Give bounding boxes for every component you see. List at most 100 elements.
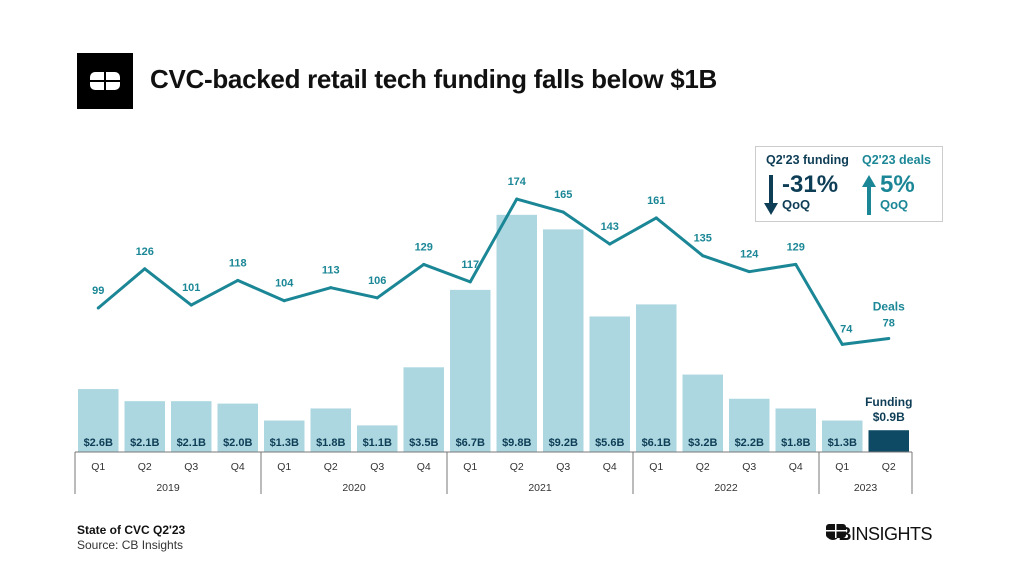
- deals-value-label: 161: [647, 195, 665, 207]
- deals-point: [747, 270, 751, 274]
- deals-point: [561, 210, 565, 214]
- funding-bar: [264, 420, 305, 452]
- deals-point: [887, 337, 891, 341]
- bar-value-label: $9.8B: [502, 437, 531, 449]
- quarter-tick-label: Q1: [835, 461, 849, 473]
- funding-bar: [217, 403, 258, 452]
- deals-point: [840, 342, 844, 346]
- quarter-tick-label: Q1: [649, 461, 663, 473]
- quarter-tick-label: Q4: [603, 461, 617, 473]
- cbinsights-brand: CBINSIGHTS: [826, 524, 933, 545]
- bar-value-label: $9.2B: [549, 437, 578, 449]
- quarter-tick-label: Q1: [463, 461, 477, 473]
- deals-value-label: 129: [415, 241, 433, 253]
- cb-brand-icon: [826, 524, 846, 538]
- brand-rest: INSIGHTS: [851, 524, 933, 544]
- bar-value-label: $2.2B: [735, 437, 764, 449]
- deals-point: [608, 242, 612, 246]
- funding-bar: [729, 398, 770, 452]
- deals-value-label: 117: [461, 259, 479, 271]
- deals-value-label: 126: [136, 246, 154, 258]
- deals-value-label: 174: [508, 176, 527, 188]
- funding-bar: [171, 401, 212, 452]
- arrow-up-icon: [862, 175, 876, 215]
- funding-bar: [868, 430, 909, 452]
- quarter-tick-label: Q4: [417, 461, 431, 473]
- bar-value-label: $1.3B: [270, 437, 299, 449]
- funding-period: QoQ: [782, 197, 811, 212]
- bar-value-label: $2.1B: [130, 437, 159, 449]
- footer-report: State of CVC Q2'23: [77, 523, 186, 537]
- deals-value-label: 101: [182, 282, 200, 294]
- funding-bar: [682, 374, 723, 452]
- callout-box: Q2'23 funding -31% QoQ Q2'23 deals 5% Qo…: [755, 146, 943, 222]
- quarter-tick-label: Q2: [138, 461, 152, 473]
- deals-line: [97, 197, 889, 346]
- year-tick-label: 2023: [854, 482, 878, 494]
- bar-value-label: $3.2B: [688, 437, 717, 449]
- deals-point: [329, 286, 333, 290]
- deals-change: 5%: [880, 171, 915, 198]
- deals-value-label: 135: [694, 233, 712, 245]
- funding-bar: [636, 304, 677, 452]
- deals-point: [236, 278, 240, 282]
- funding-bar: [124, 401, 165, 452]
- funding-bar: [496, 214, 537, 452]
- quarter-tick-label: Q4: [231, 461, 245, 473]
- deals-value-label: 78: [883, 318, 895, 330]
- bar-value-label: $2.0B: [223, 437, 252, 449]
- page-title: CVC-backed retail tech funding falls bel…: [150, 64, 717, 94]
- cb-logo: [77, 53, 133, 109]
- quarter-tick-label: Q4: [789, 461, 803, 473]
- quarter-tick-label: Q2: [882, 461, 896, 473]
- deals-point: [96, 306, 100, 310]
- quarter-tick-label: Q2: [510, 461, 524, 473]
- deals-point: [701, 254, 705, 258]
- deals-point: [468, 280, 472, 284]
- deals-point: [654, 216, 658, 220]
- deals-value-label: 74: [840, 323, 853, 335]
- deals-value-label: 143: [601, 221, 619, 233]
- bar-value-label: $1.3B: [828, 437, 857, 449]
- deals-value-label: 99: [92, 285, 104, 297]
- deals-point: [422, 262, 426, 266]
- quarter-tick-label: Q3: [370, 461, 384, 473]
- quarter-tick-label: Q3: [556, 461, 570, 473]
- quarter-tick-label: Q1: [91, 461, 105, 473]
- year-tick-label: 2019: [156, 482, 180, 494]
- funding-bar: [78, 389, 119, 452]
- deals-value-label: 129: [787, 241, 805, 253]
- funding-legend-label: Funding: [865, 395, 912, 409]
- bar-value-label: $1.1B: [363, 437, 392, 449]
- bar-value-label: $6.1B: [642, 437, 671, 449]
- funding-bar: [589, 316, 630, 452]
- funding-bar: [822, 420, 863, 452]
- funding-bar: [450, 289, 491, 452]
- funding-bar: [357, 425, 398, 452]
- bar-value-label: $1.8B: [316, 437, 345, 449]
- deals-point: [189, 303, 193, 307]
- deals-value-label: 104: [275, 278, 294, 290]
- deals-header: Q2'23 deals: [862, 153, 931, 167]
- bar-value-label: $3.5B: [409, 437, 438, 449]
- bar-value-label: $0.9B: [873, 410, 905, 424]
- year-tick-label: 2022: [714, 482, 738, 494]
- quarter-tick-label: Q2: [324, 461, 338, 473]
- deals-period: QoQ: [880, 197, 909, 212]
- quarter-tick-label: Q3: [742, 461, 756, 473]
- deals-point: [375, 296, 379, 300]
- deals-legend-label: Deals: [873, 300, 905, 314]
- bar-value-label: $5.6B: [595, 437, 624, 449]
- cb-logo-icon: [90, 72, 120, 90]
- footer-source: Source: CB Insights: [77, 538, 184, 552]
- funding-bar: [543, 229, 584, 452]
- quarter-tick-label: Q2: [696, 461, 710, 473]
- deals-point: [282, 299, 286, 303]
- funding-bar: [403, 367, 444, 452]
- quarter-tick-label: Q1: [277, 461, 291, 473]
- deals-point: [143, 267, 147, 271]
- arrow-down-icon: [764, 175, 778, 215]
- quarter-tick-label: Q3: [184, 461, 198, 473]
- bar-value-label: $6.7B: [456, 437, 485, 449]
